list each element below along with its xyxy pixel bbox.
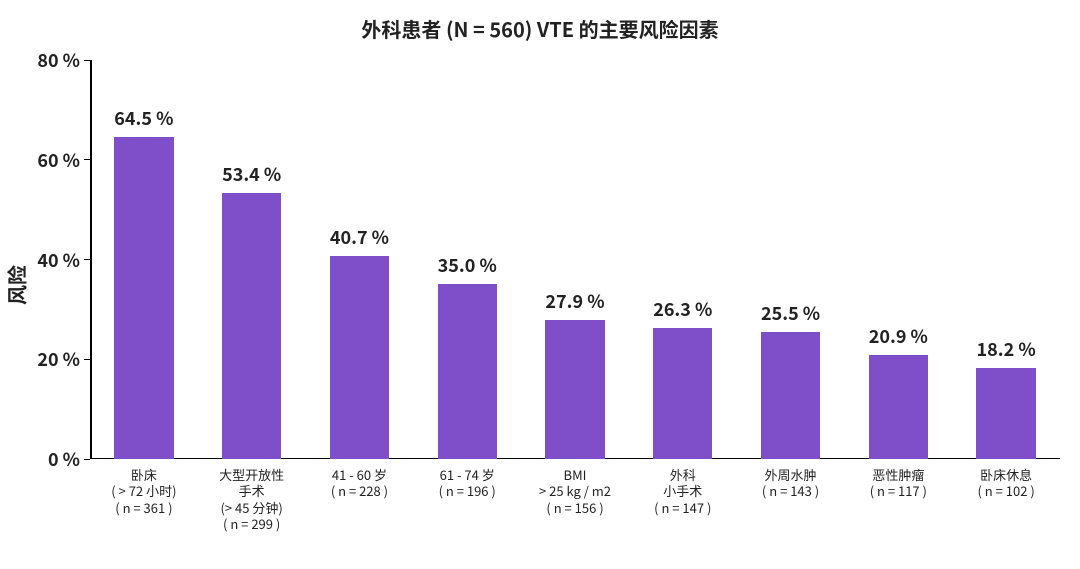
x-category-label-line: ( n = 117 ) — [870, 483, 927, 499]
x-labels-layer: 卧床( > 72 小时)( n = 361 )大型开放性手术(> 45 分钟)(… — [90, 60, 1060, 459]
x-category-label-line: ( n = 156 ) — [539, 500, 611, 516]
x-category-label: 卧床休息( n = 102 ) — [977, 459, 1034, 500]
x-category-label: 恶性肿瘤( n = 117 ) — [870, 459, 927, 500]
x-category-label: 41 - 60 岁( n = 228 ) — [331, 459, 388, 500]
y-tick-label: 60 % — [20, 147, 80, 173]
x-category-label: 61 - 74 岁( n = 196 ) — [439, 459, 496, 500]
plot-area: 0 %20 %40 %60 %80 % 64.5 %53.4 %40.7 %35… — [90, 60, 1060, 459]
x-category-label-line: ( n = 102 ) — [977, 483, 1034, 499]
x-category-label-line: ( n = 361 ) — [111, 500, 176, 516]
x-category-label: BMI> 25 kg / m2( n = 156 ) — [539, 459, 611, 516]
x-category-label-line: ( n = 196 ) — [439, 483, 496, 499]
x-category-label: 大型开放性手术(> 45 分钟)( n = 299 ) — [219, 459, 284, 532]
x-category-label: 外周水肿( n = 143 ) — [762, 459, 819, 500]
y-tick-label: 0 % — [20, 446, 80, 472]
x-category-label: 卧床( > 72 小时)( n = 361 ) — [111, 459, 176, 516]
y-tick-label: 80 % — [20, 47, 80, 73]
x-category-label: 外科小手术( n = 147 ) — [654, 459, 711, 516]
x-category-label-line: ( n = 228 ) — [331, 483, 388, 499]
vte-risk-bar-chart: 外科患者 (N = 560) VTE 的主要风险因素 风险 0 %20 %40 … — [0, 0, 1080, 569]
y-tick-label: 40 % — [20, 247, 80, 273]
x-category-label-line: ( n = 299 ) — [219, 516, 284, 532]
x-category-label-line: ( n = 143 ) — [762, 483, 819, 499]
y-tick-label: 20 % — [20, 346, 80, 372]
x-category-label-line: ( n = 147 ) — [654, 500, 711, 516]
chart-title: 外科患者 (N = 560) VTE 的主要风险因素 — [0, 14, 1080, 43]
